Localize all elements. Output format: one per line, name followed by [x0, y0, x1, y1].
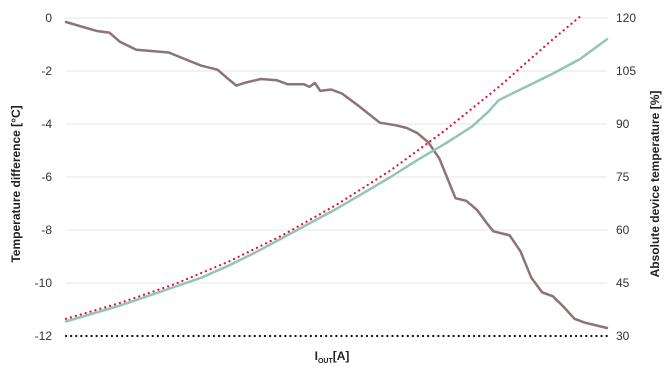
x-axis-title-main: I — [315, 349, 318, 363]
x-axis-title-unit: [A] — [333, 349, 350, 363]
left-tick-label: -8 — [41, 223, 52, 237]
left-tick-label: -12 — [35, 329, 53, 343]
left-tick-label: 0 — [45, 11, 52, 25]
right-axis-ticks: 120 105 90 75 60 45 30 — [616, 11, 636, 343]
right-tick-label: 90 — [616, 117, 630, 131]
series-line-1 — [64, 20, 609, 330]
right-tick-label: 105 — [616, 64, 636, 78]
series-layer — [64, 15, 609, 338]
y-axis-left-title: Temperature difference [°C] — [9, 105, 23, 262]
grid-lines — [66, 17, 607, 284]
right-tick-label: 120 — [616, 11, 636, 25]
right-tick-label: 30 — [616, 329, 630, 343]
x-axis-title: IOUT[A] — [315, 349, 350, 365]
left-tick-label: -2 — [41, 64, 52, 78]
series-line-3 — [64, 15, 582, 320]
left-tick-label: -10 — [35, 276, 53, 290]
left-tick-label: -4 — [41, 117, 52, 131]
right-tick-label: 60 — [616, 223, 630, 237]
right-tick-label: 45 — [616, 276, 630, 290]
x-axis-title-sub: OUT — [318, 358, 334, 365]
left-tick-label: -6 — [41, 170, 52, 184]
left-axis-ticks: 0 -2 -4 -6 -8 -10 -12 — [35, 11, 53, 343]
right-tick-label: 75 — [616, 170, 630, 184]
series-line-2 — [64, 37, 609, 323]
y-axis-right-title: Absolute device temperature [%] — [648, 91, 662, 278]
